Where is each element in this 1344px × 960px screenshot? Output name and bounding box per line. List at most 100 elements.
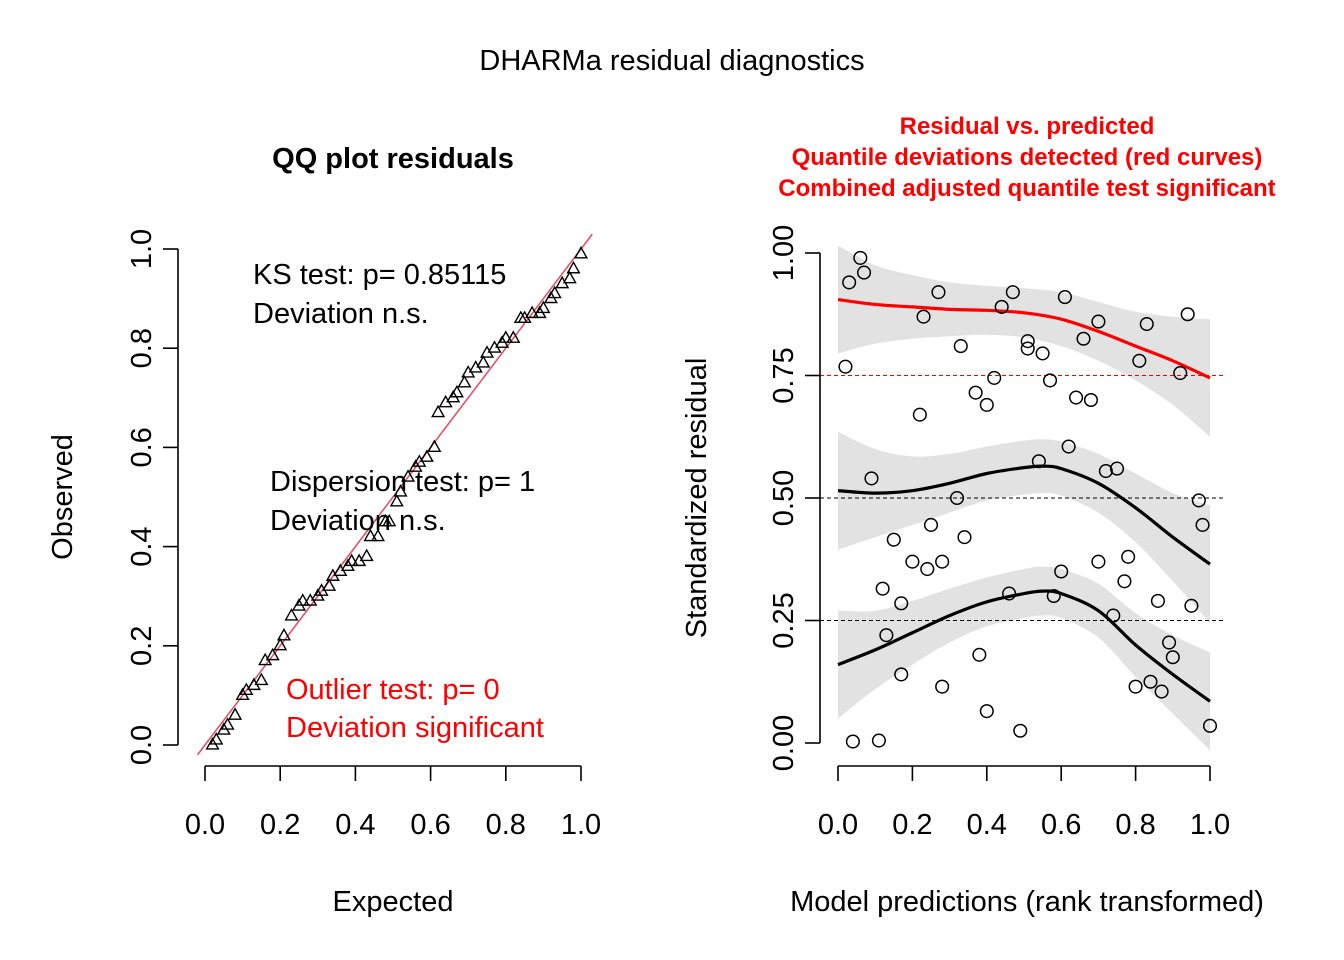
dispersion-deviation-label: Deviation n.s. [270, 505, 446, 537]
qq-point [284, 608, 299, 621]
residual-point [1154, 684, 1169, 699]
residual-x-tick-label: 0.4 [967, 809, 1007, 841]
qq-x-tick-label: 0.8 [486, 809, 526, 841]
residual-point [957, 530, 972, 545]
residual-point [987, 370, 1002, 386]
residual-point [979, 397, 994, 412]
residual-title-line-3: Combined adjusted quantile test signific… [778, 175, 1275, 202]
qq-point [506, 330, 521, 343]
residual-point [979, 704, 994, 719]
qq-point [209, 732, 224, 745]
qq-y-tick-label: 0.2 [126, 626, 158, 666]
residual-points-layer [838, 250, 1218, 749]
qq-x-tick-label: 1.0 [561, 809, 601, 841]
residual-point [1042, 373, 1058, 388]
figure-title: DHARMa residual diagnostics [479, 45, 864, 77]
reference-lines-layer [820, 375, 1225, 621]
qq-point [476, 355, 491, 368]
residual-point [864, 471, 879, 486]
qq-point [359, 548, 374, 562]
residual-y-axis-label: Standardized residual [681, 358, 713, 639]
residual-point [1035, 346, 1050, 361]
qq-y-tick-label: 0.6 [126, 427, 158, 467]
residual-point [1184, 598, 1199, 613]
residual-point [842, 275, 857, 290]
qq-point [562, 270, 577, 284]
residual-y-tick-label: 0.75 [768, 347, 800, 403]
qq-point [276, 627, 292, 641]
residual-point [1121, 549, 1136, 564]
qq-x-tick-label: 0.6 [410, 809, 450, 841]
qq-y-axis-label: Observed [47, 434, 79, 560]
residual-point [1020, 334, 1035, 349]
residual-point [1098, 464, 1113, 479]
residual-point [905, 554, 920, 569]
qq-y-tick-label: 0.4 [126, 526, 158, 566]
qq-y-tick-label: 1.0 [126, 229, 158, 269]
qq-point [419, 449, 434, 462]
ks-deviation-label: Deviation n.s. [253, 298, 429, 330]
residual-point [968, 385, 983, 400]
residual-point [875, 581, 890, 596]
qq-point [400, 469, 416, 482]
qq-point [382, 513, 397, 527]
outlier-deviation-label: Deviation significant [286, 712, 544, 744]
residual-point [953, 339, 968, 354]
qq-point [295, 593, 310, 606]
quantile-curve-0.75 [837, 297, 1211, 380]
residual-x-tick-label: 0.0 [818, 809, 858, 841]
residual-point [1165, 650, 1180, 665]
residual-point [1046, 588, 1061, 604]
qq-panel: QQ plot residuals 0.0 0.2 0.4 0.6 0.8 1.0 0.0… [47, 143, 601, 918]
residual-point [845, 734, 860, 749]
residual-y-tick-label: 1.00 [768, 225, 800, 281]
residual-point [1069, 390, 1084, 405]
residual-point [1020, 341, 1035, 356]
residual-point [871, 733, 886, 748]
residual-point [1109, 461, 1125, 476]
residual-point [935, 554, 950, 569]
qq-point [449, 384, 464, 398]
residual-point [1061, 439, 1076, 454]
qq-y-tick-label: 0.8 [126, 328, 158, 368]
quantile-band-0.5 [838, 431, 1210, 623]
residual-point [920, 562, 935, 577]
quantile-curve-0.25 [837, 589, 1211, 703]
residual-point [894, 667, 909, 682]
residual-point [916, 309, 931, 324]
qq-x-axis-label: Expected [333, 886, 454, 918]
residual-point [1139, 317, 1154, 332]
qq-point [273, 637, 288, 651]
residual-point [856, 265, 872, 280]
residual-point [1143, 674, 1158, 689]
qq-point [457, 374, 472, 388]
quantile-band-0.75 [838, 245, 1210, 437]
residual-point [994, 299, 1009, 314]
quantile-band-0.25 [838, 566, 1210, 751]
residual-point [1191, 493, 1206, 508]
qq-point [536, 300, 551, 314]
residual-point [1057, 290, 1072, 305]
quantile-bands-layer [838, 245, 1210, 751]
residual-y-tick-label: 0.50 [768, 470, 800, 526]
residual-y-tick-label: 0.25 [768, 592, 800, 648]
outlier-test-label: Outlier test: p= 0 [286, 674, 500, 706]
residual-y-ticks: 0.00 0.25 0.50 0.75 1.00 [768, 225, 820, 771]
residual-x-tick-label: 0.2 [892, 809, 932, 841]
qq-point [547, 285, 562, 299]
qq-point [498, 330, 513, 343]
residual-point [1031, 454, 1046, 469]
qq-title: QQ plot residuals [272, 143, 514, 175]
residual-title-line-1: Residual vs. predicted [900, 113, 1155, 140]
residual-point [1150, 593, 1165, 608]
residual-point [886, 532, 901, 547]
residual-point [1128, 679, 1143, 694]
qq-x-tick-label: 0.2 [260, 809, 300, 841]
qq-point [573, 246, 589, 259]
residual-point [972, 647, 987, 662]
qq-y-tick-label: 0.0 [126, 725, 158, 765]
residual-x-ticks: 0.0 0.2 0.4 0.6 0.8 1.0 [818, 766, 1230, 841]
qq-point [254, 672, 269, 686]
qq-point [220, 717, 235, 730]
